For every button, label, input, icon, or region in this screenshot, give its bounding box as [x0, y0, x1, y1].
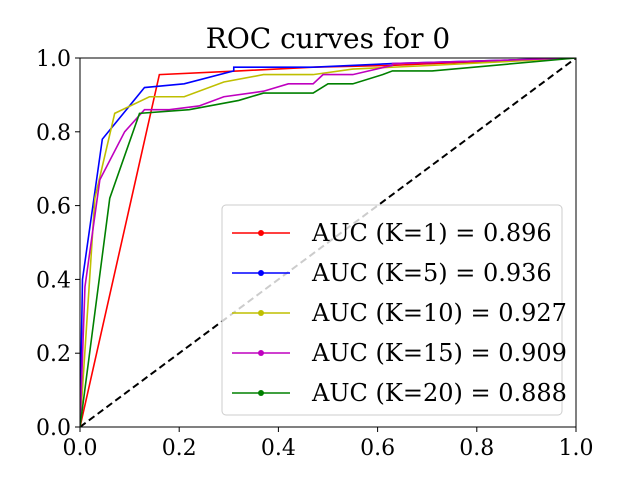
legend-label-5: AUC (K=20) = 0.888	[311, 379, 567, 407]
legend-marker-4	[258, 350, 264, 356]
y-tick-label: 0.2	[36, 342, 71, 367]
y-tick-label: 0.0	[36, 416, 71, 441]
x-tick-label: 1.0	[559, 436, 594, 461]
legend-marker-2	[258, 270, 264, 276]
x-tick-label: 0.2	[162, 436, 197, 461]
legend: AUC (K=1) = 0.896 AUC (K=5) = 0.936 AUC (K…	[221, 204, 567, 416]
legend-label-2: AUC (K=5) = 0.936	[311, 259, 552, 287]
x-tick-label: 0.8	[459, 436, 494, 461]
y-tick-label: 1.0	[36, 47, 71, 72]
legend-marker-5	[258, 390, 264, 396]
y-tick-label: 0.4	[36, 268, 71, 293]
x-tick-label: 0.4	[261, 436, 296, 461]
x-tick-label: 0.0	[63, 436, 98, 461]
series-line-2	[80, 58, 576, 427]
legend-box	[221, 204, 563, 416]
legend-marker-1	[258, 230, 264, 236]
x-tick-label: 0.6	[360, 436, 395, 461]
series-line-5	[80, 58, 576, 427]
legend-label-4: AUC (K=15) = 0.909	[311, 339, 567, 367]
legend-label-1: AUC (K=1) = 0.896	[311, 219, 552, 247]
chart-title: ROC curves for 0	[206, 22, 450, 55]
axes: 0.0 0.2 0.4 0.6 0.8 1.0 0.0 0.2 0.4 0.6 0.8 1.0	[36, 47, 594, 461]
y-tick-label: 0.6	[36, 195, 71, 220]
series-line-4	[80, 58, 576, 427]
legend-label-3: AUC (K=10) = 0.927	[311, 299, 567, 327]
legend-marker-3	[258, 310, 264, 316]
axes-frame	[79, 57, 577, 428]
y-tick-label: 0.8	[36, 121, 71, 146]
